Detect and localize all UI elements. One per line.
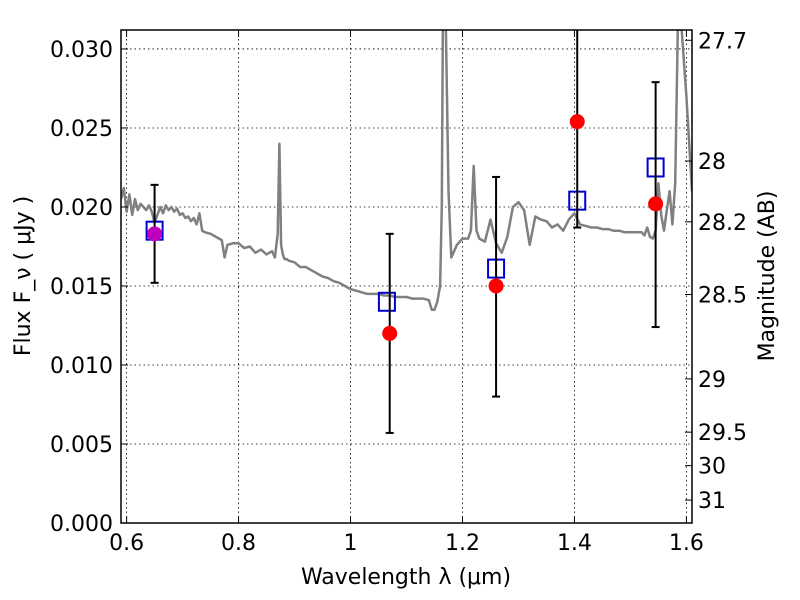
right-tick-label: 31 [698, 489, 726, 514]
template-spectrum-line [121, 30, 692, 311]
plot-data [121, 30, 692, 434]
x-axis-label: Wavelength λ (μm) [301, 565, 511, 590]
y-axis-label-right: Magnitude (AB) [755, 191, 780, 362]
plot-frame [120, 29, 693, 524]
x-tick-label: 1.2 [445, 531, 480, 556]
y-tick-label: 0.025 [50, 117, 113, 142]
right-tick-label: 30 [698, 455, 726, 480]
right-tick-label: 27.7 [698, 29, 747, 54]
x-tick-label: 1 [344, 531, 358, 556]
right-tick-label: 29 [698, 368, 726, 393]
x-tick-label: 1.6 [669, 531, 704, 556]
y-tick-label: 0.005 [50, 433, 113, 458]
observed-photometry-point [382, 325, 398, 341]
y-tick-label: 0.020 [50, 196, 113, 221]
y-tick-label: 0.000 [50, 512, 113, 537]
observed-photometry-point [569, 114, 585, 130]
y-tick-label: 0.015 [50, 275, 113, 300]
right-tick-label: 28 [698, 150, 726, 175]
x-tick-label: 0.6 [109, 531, 144, 556]
y-tick-label: 0.010 [50, 354, 113, 379]
grid-lines [121, 30, 692, 524]
observed-photometry-point [488, 278, 504, 294]
model-photometry-square [377, 291, 396, 312]
observed-photometry-point [648, 196, 664, 212]
right-tick-label: 28.5 [698, 284, 747, 309]
x-tick-label: 0.8 [221, 531, 256, 556]
x-tick-label: 1.4 [557, 531, 592, 556]
y-tick-label: 0.030 [50, 38, 113, 63]
right-tick-label: 29.5 [698, 421, 747, 446]
axis-ticks: 0.6 0.8 1 1.2 1.4 1.6 0.000 0.005 0.010 0.015 0.02… [50, 29, 747, 556]
observed-photometry-point [147, 226, 163, 242]
y-axis-label-left: Flux F_ν ( μJy ) [11, 196, 36, 356]
right-tick-label: 28.2 [698, 211, 747, 236]
